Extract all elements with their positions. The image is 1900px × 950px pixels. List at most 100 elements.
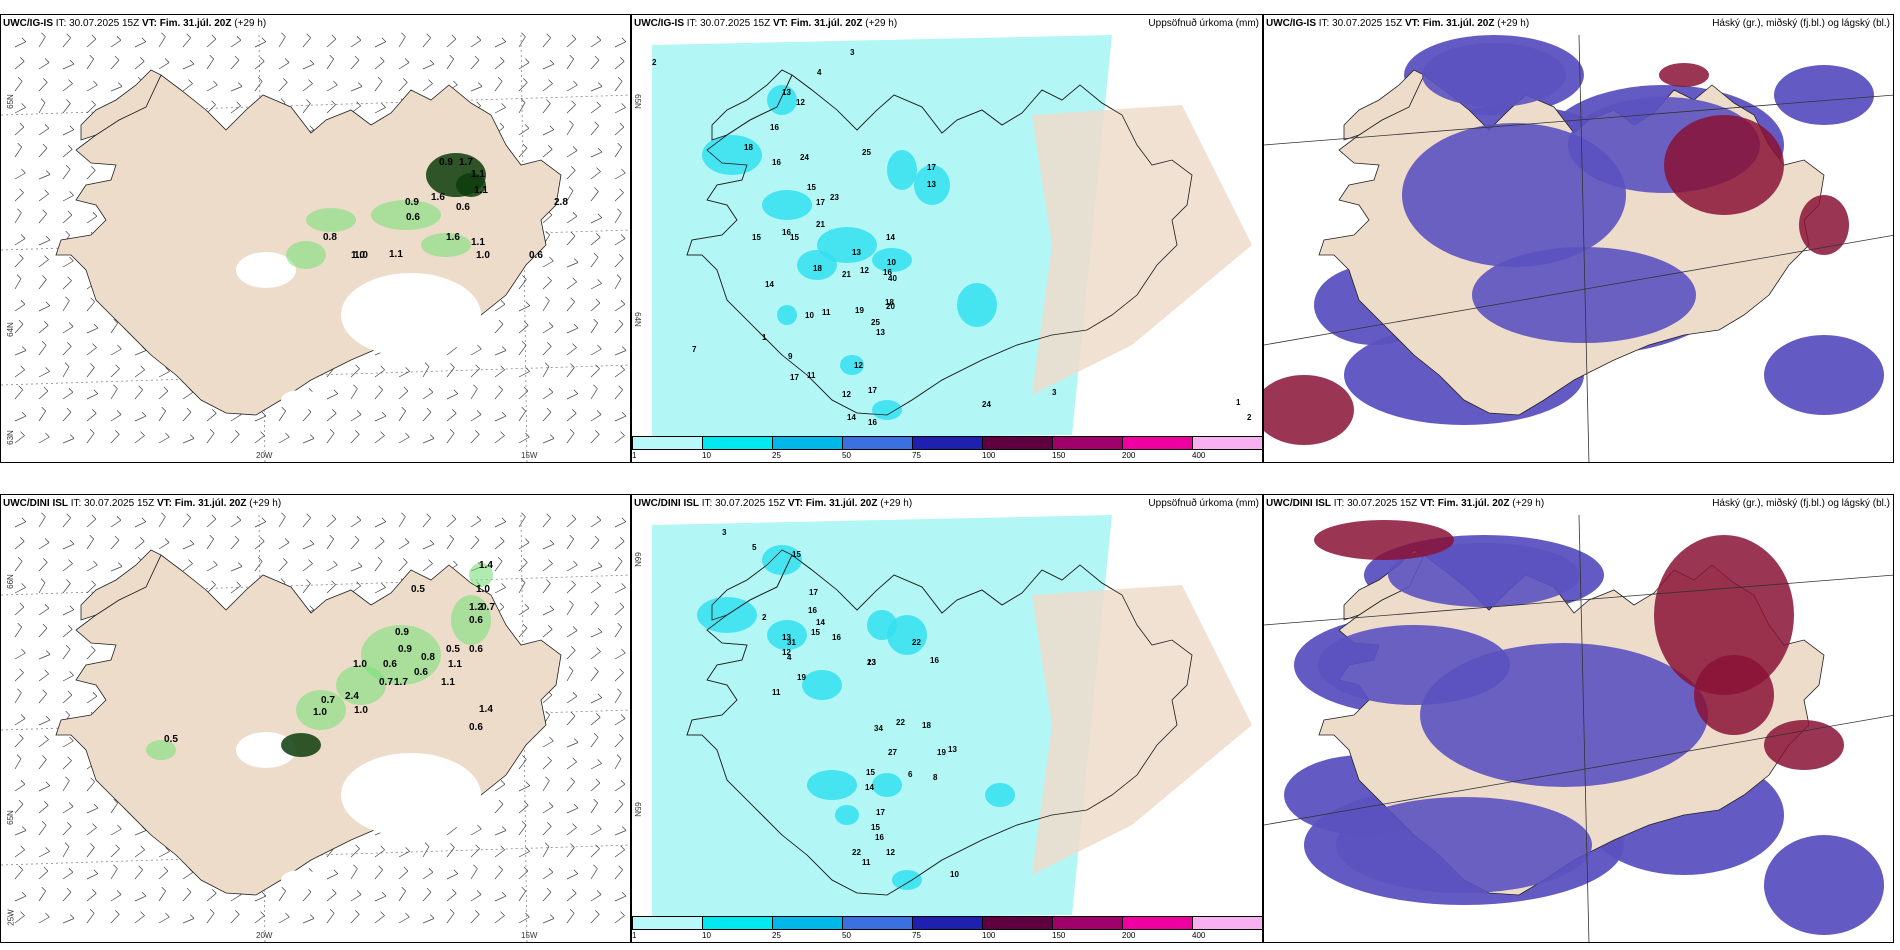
wind-barb-tick bbox=[593, 864, 598, 870]
wind-barb bbox=[614, 561, 623, 572]
wind-barb-tick bbox=[547, 276, 552, 281]
wind-barb-tick bbox=[91, 409, 97, 414]
wind-barb bbox=[566, 538, 574, 550]
wind-barb bbox=[254, 895, 267, 902]
wind-barb bbox=[590, 237, 601, 246]
wind-barb-tick bbox=[165, 912, 170, 918]
wind-barb bbox=[110, 566, 123, 572]
wind-barb bbox=[590, 283, 602, 290]
wind-barb-tick bbox=[186, 887, 192, 893]
wind-barb-tick bbox=[594, 187, 599, 192]
wind-barb-tick bbox=[19, 122, 25, 128]
lat-label: 66N bbox=[632, 552, 642, 567]
mid-cloud bbox=[1402, 123, 1626, 267]
wind-barb-tick bbox=[213, 560, 218, 566]
wind-barb-tick bbox=[545, 776, 550, 782]
wind-barb bbox=[374, 61, 385, 70]
wind-barb-tick bbox=[571, 514, 577, 520]
precip-value: 13 bbox=[876, 328, 885, 337]
wind-barb bbox=[470, 539, 480, 550]
wind-barb-tick bbox=[211, 100, 216, 105]
wind-barb-tick bbox=[354, 55, 360, 61]
wind-barb bbox=[590, 894, 602, 902]
wind-barb bbox=[134, 415, 147, 422]
wind-barb-tick bbox=[257, 557, 263, 562]
wind-barb bbox=[86, 827, 97, 836]
wind-barb bbox=[542, 83, 553, 92]
precip-value: 0.9 bbox=[439, 157, 453, 168]
wind-barb-tick bbox=[89, 54, 94, 60]
wind-barb bbox=[542, 300, 550, 312]
precip-cell bbox=[767, 620, 807, 650]
glacier bbox=[281, 390, 321, 410]
wind-barb-tick bbox=[164, 538, 170, 543]
wind-barb bbox=[494, 521, 506, 528]
wind-barb bbox=[542, 366, 550, 378]
wind-barb bbox=[350, 894, 362, 902]
wind-barb-tick bbox=[20, 431, 25, 436]
wind-barb-tick bbox=[498, 799, 504, 805]
wind-barb-tick bbox=[331, 580, 336, 585]
lon-label: 20W bbox=[256, 931, 273, 940]
wind-barb bbox=[494, 369, 505, 378]
wind-barb-tick bbox=[475, 910, 480, 915]
wind-barb bbox=[446, 873, 458, 880]
wind-barb bbox=[398, 410, 406, 422]
wind-barb-tick bbox=[20, 845, 25, 851]
panel-dini-wind: 1.4 0.5 1.0 1.2 0.7 0.6 0.9 0.9 0.5 0.6 0.8 0.6 1.1 1… bbox=[0, 494, 631, 943]
wind-barb-tick bbox=[621, 346, 627, 351]
wind-barb bbox=[278, 36, 286, 48]
wind-barb bbox=[14, 758, 22, 770]
wind-barb bbox=[518, 371, 530, 378]
wind-barb bbox=[470, 40, 482, 48]
lead-time: (+29 h) bbox=[249, 498, 282, 509]
wind-barb-tick bbox=[140, 431, 145, 436]
wind-barb bbox=[278, 916, 290, 924]
wind-barb bbox=[38, 890, 46, 902]
wind-barb bbox=[62, 63, 75, 70]
wind-barb-tick bbox=[69, 914, 75, 919]
wind-barb-tick bbox=[234, 55, 240, 61]
wind-barb bbox=[302, 411, 312, 422]
wind-barb bbox=[110, 802, 118, 814]
wind-barb bbox=[62, 195, 74, 202]
precip-value: 34 bbox=[874, 724, 883, 733]
wind-barb bbox=[182, 438, 195, 444]
wind-barb-tick bbox=[620, 234, 626, 239]
wind-barb-tick bbox=[381, 517, 387, 522]
precip-cell bbox=[336, 665, 386, 705]
wind-barb bbox=[422, 517, 431, 528]
high-cloud bbox=[1654, 535, 1794, 695]
precip-value: 25 bbox=[862, 148, 871, 157]
wind-barb-tick bbox=[91, 580, 96, 585]
wind-barb-tick bbox=[597, 693, 603, 698]
precip-value: 22 bbox=[852, 848, 861, 857]
precip-value: 0.5 bbox=[446, 644, 460, 655]
wind-barb bbox=[38, 825, 47, 836]
wind-barb-tick bbox=[68, 79, 73, 84]
wind-barb-tick bbox=[500, 300, 506, 305]
wind-barb-tick bbox=[189, 539, 195, 545]
precip-value: 10 bbox=[950, 870, 959, 879]
precip-value: 1.6 bbox=[431, 192, 445, 203]
lat-label: 66N bbox=[5, 574, 15, 589]
wind-barb bbox=[158, 542, 170, 550]
precip-value: 7 bbox=[692, 345, 697, 354]
lat-label: 65N bbox=[5, 94, 15, 109]
wind-barb bbox=[566, 393, 578, 400]
wind-barb-tick bbox=[546, 579, 551, 584]
wind-barb bbox=[254, 415, 267, 422]
precip-value: 27 bbox=[888, 748, 897, 757]
wind-barb-tick bbox=[69, 539, 75, 545]
lat-label: 64N bbox=[632, 312, 642, 327]
wind-barb bbox=[158, 62, 170, 70]
precip-area bbox=[652, 515, 1112, 920]
wind-barb-tick bbox=[69, 191, 74, 196]
wind-barb-tick bbox=[617, 557, 623, 562]
wind-barb bbox=[326, 413, 337, 422]
precip-value: 11 bbox=[822, 308, 831, 317]
wind-barb-tick bbox=[501, 891, 507, 897]
wind-barb bbox=[446, 913, 455, 924]
wind-barb-tick bbox=[451, 889, 457, 894]
wind-barb bbox=[110, 414, 122, 422]
